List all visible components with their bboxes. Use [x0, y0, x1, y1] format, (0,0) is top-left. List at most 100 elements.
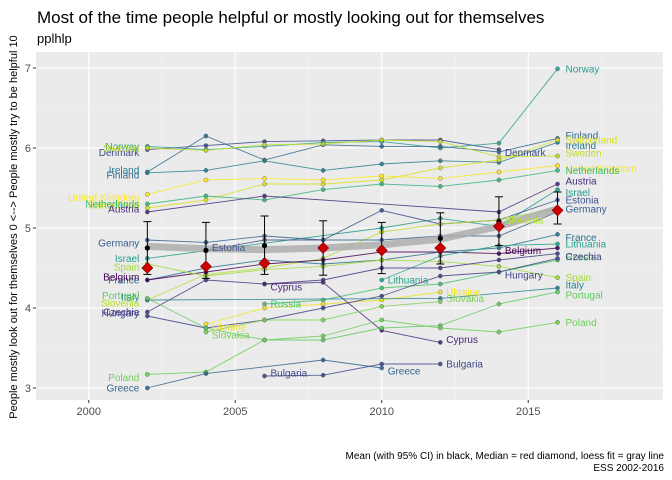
series-point-sweden	[145, 145, 150, 151]
series-point-netherlands	[438, 184, 443, 189]
series-line-finland	[147, 135, 558, 173]
series-point-austria	[262, 193, 267, 199]
country-label: Cyprus	[446, 335, 478, 346]
series-point-poland	[320, 333, 326, 339]
series-point-sweden	[555, 153, 560, 159]
series-point-russia	[379, 285, 385, 291]
series-point-poland	[555, 320, 560, 325]
median-diamond	[493, 220, 505, 233]
country-label: Slovakia	[212, 331, 250, 342]
caption-line-1: Mean (with 95% CI) in black, Median = re…	[346, 451, 665, 462]
series-point-portugal	[555, 289, 560, 295]
mean-point	[437, 235, 443, 241]
median-diamond	[258, 257, 271, 270]
country-label: Switzerland	[88, 201, 140, 212]
series-point-ukraine	[262, 305, 267, 311]
series-point-austria	[145, 209, 150, 215]
series-point-netherlands	[496, 177, 502, 183]
series-point-switzerland	[438, 165, 443, 171]
series-point-united-kingdom	[262, 176, 267, 181]
series-point-united-kingdom	[438, 176, 443, 181]
country-label: France	[566, 233, 598, 244]
mean-point	[144, 245, 150, 251]
country-label: Germany	[566, 205, 607, 216]
series-point-spain	[555, 275, 560, 280]
series-point-italy	[555, 285, 560, 291]
series-point-ireland	[145, 170, 150, 176]
country-label: Netherlands	[566, 166, 620, 177]
series-point-netherlands	[262, 197, 267, 203]
series-line-united-kingdom	[147, 165, 558, 195]
series-point-switzerland	[203, 197, 209, 203]
series-point-russia	[262, 301, 267, 307]
series-point-sweden	[438, 139, 443, 144]
country-label: Ireland	[109, 165, 140, 176]
country-label: Ireland	[566, 141, 597, 152]
y-tick-label: 6	[25, 143, 31, 155]
country-label: Israel	[115, 254, 139, 265]
series-point-portugal	[496, 301, 502, 307]
mean-point	[203, 247, 209, 253]
median-diamond	[141, 262, 154, 274]
series-point-bulgaria	[262, 373, 267, 379]
country-label: Austria	[566, 177, 598, 188]
country-label: Lithuania	[566, 240, 607, 251]
series-point-belgium	[555, 245, 560, 251]
series-line-portugal	[147, 291, 558, 341]
series-point-finland	[379, 144, 385, 149]
series-point-finland	[438, 144, 443, 149]
country-label: Lithuania	[388, 276, 429, 287]
country-label: Germany	[98, 239, 139, 250]
loess-line	[147, 205, 559, 254]
country-label: Denmark	[505, 148, 547, 159]
country-labels: DenmarkNorwayIrelandFinlandSwedenSwitzer…	[68, 64, 637, 394]
country-label: Spain	[114, 263, 140, 274]
series-point-united-kingdom	[379, 173, 385, 179]
series-point-poland	[379, 317, 385, 323]
country-label: Hungary	[101, 309, 139, 320]
series-point-switzerland	[379, 177, 385, 183]
series-line-sweden	[147, 139, 558, 158]
series-line-greece	[147, 359, 382, 389]
country-label: Denmark	[99, 148, 141, 159]
country-label: Switzerland	[566, 136, 618, 147]
series-point-greece	[379, 365, 385, 371]
series-point-czechia	[145, 309, 150, 315]
country-label: Poland	[108, 373, 139, 384]
series-point-united-kingdom	[496, 169, 502, 175]
country-label: Norway	[566, 64, 600, 75]
series-point-france	[555, 232, 560, 237]
country-label: Greece	[388, 367, 421, 378]
series-point-greece	[145, 385, 150, 391]
country-label: Sweden	[103, 144, 139, 155]
series-point-austria	[555, 181, 560, 187]
country-label: Slovenia	[505, 216, 544, 227]
series-line-czechia	[147, 253, 558, 313]
mean-ci	[141, 191, 564, 279]
x-tick-label: 2010	[369, 406, 393, 418]
series-point-czechia	[438, 265, 443, 271]
median-diamond	[375, 244, 388, 257]
country-label: Czechia	[103, 308, 140, 319]
series-point-portugal	[379, 325, 385, 331]
country-label: Greece	[107, 384, 140, 395]
country-label: Ukraine	[446, 288, 481, 299]
country-label: Russia	[271, 300, 302, 311]
mean-point	[261, 243, 268, 249]
country-label: Israel	[566, 188, 590, 199]
series-point-poland	[496, 329, 502, 335]
country-label: Poland	[566, 318, 597, 329]
country-label: Hungary	[505, 271, 543, 282]
series-point-poland	[438, 325, 443, 331]
series-point-ukraine	[203, 321, 209, 327]
y-tick-label: 3	[25, 383, 31, 395]
country-label: United Kingdom	[68, 193, 139, 204]
country-label: Portugal	[566, 291, 603, 302]
country-label: Slovenia	[101, 299, 140, 310]
series-point-norway	[555, 66, 560, 72]
series-point-greece	[203, 371, 209, 376]
country-label: Belgium	[103, 273, 139, 284]
country-label: Bulgaria	[271, 369, 308, 380]
series-point-switzerland	[145, 205, 150, 211]
